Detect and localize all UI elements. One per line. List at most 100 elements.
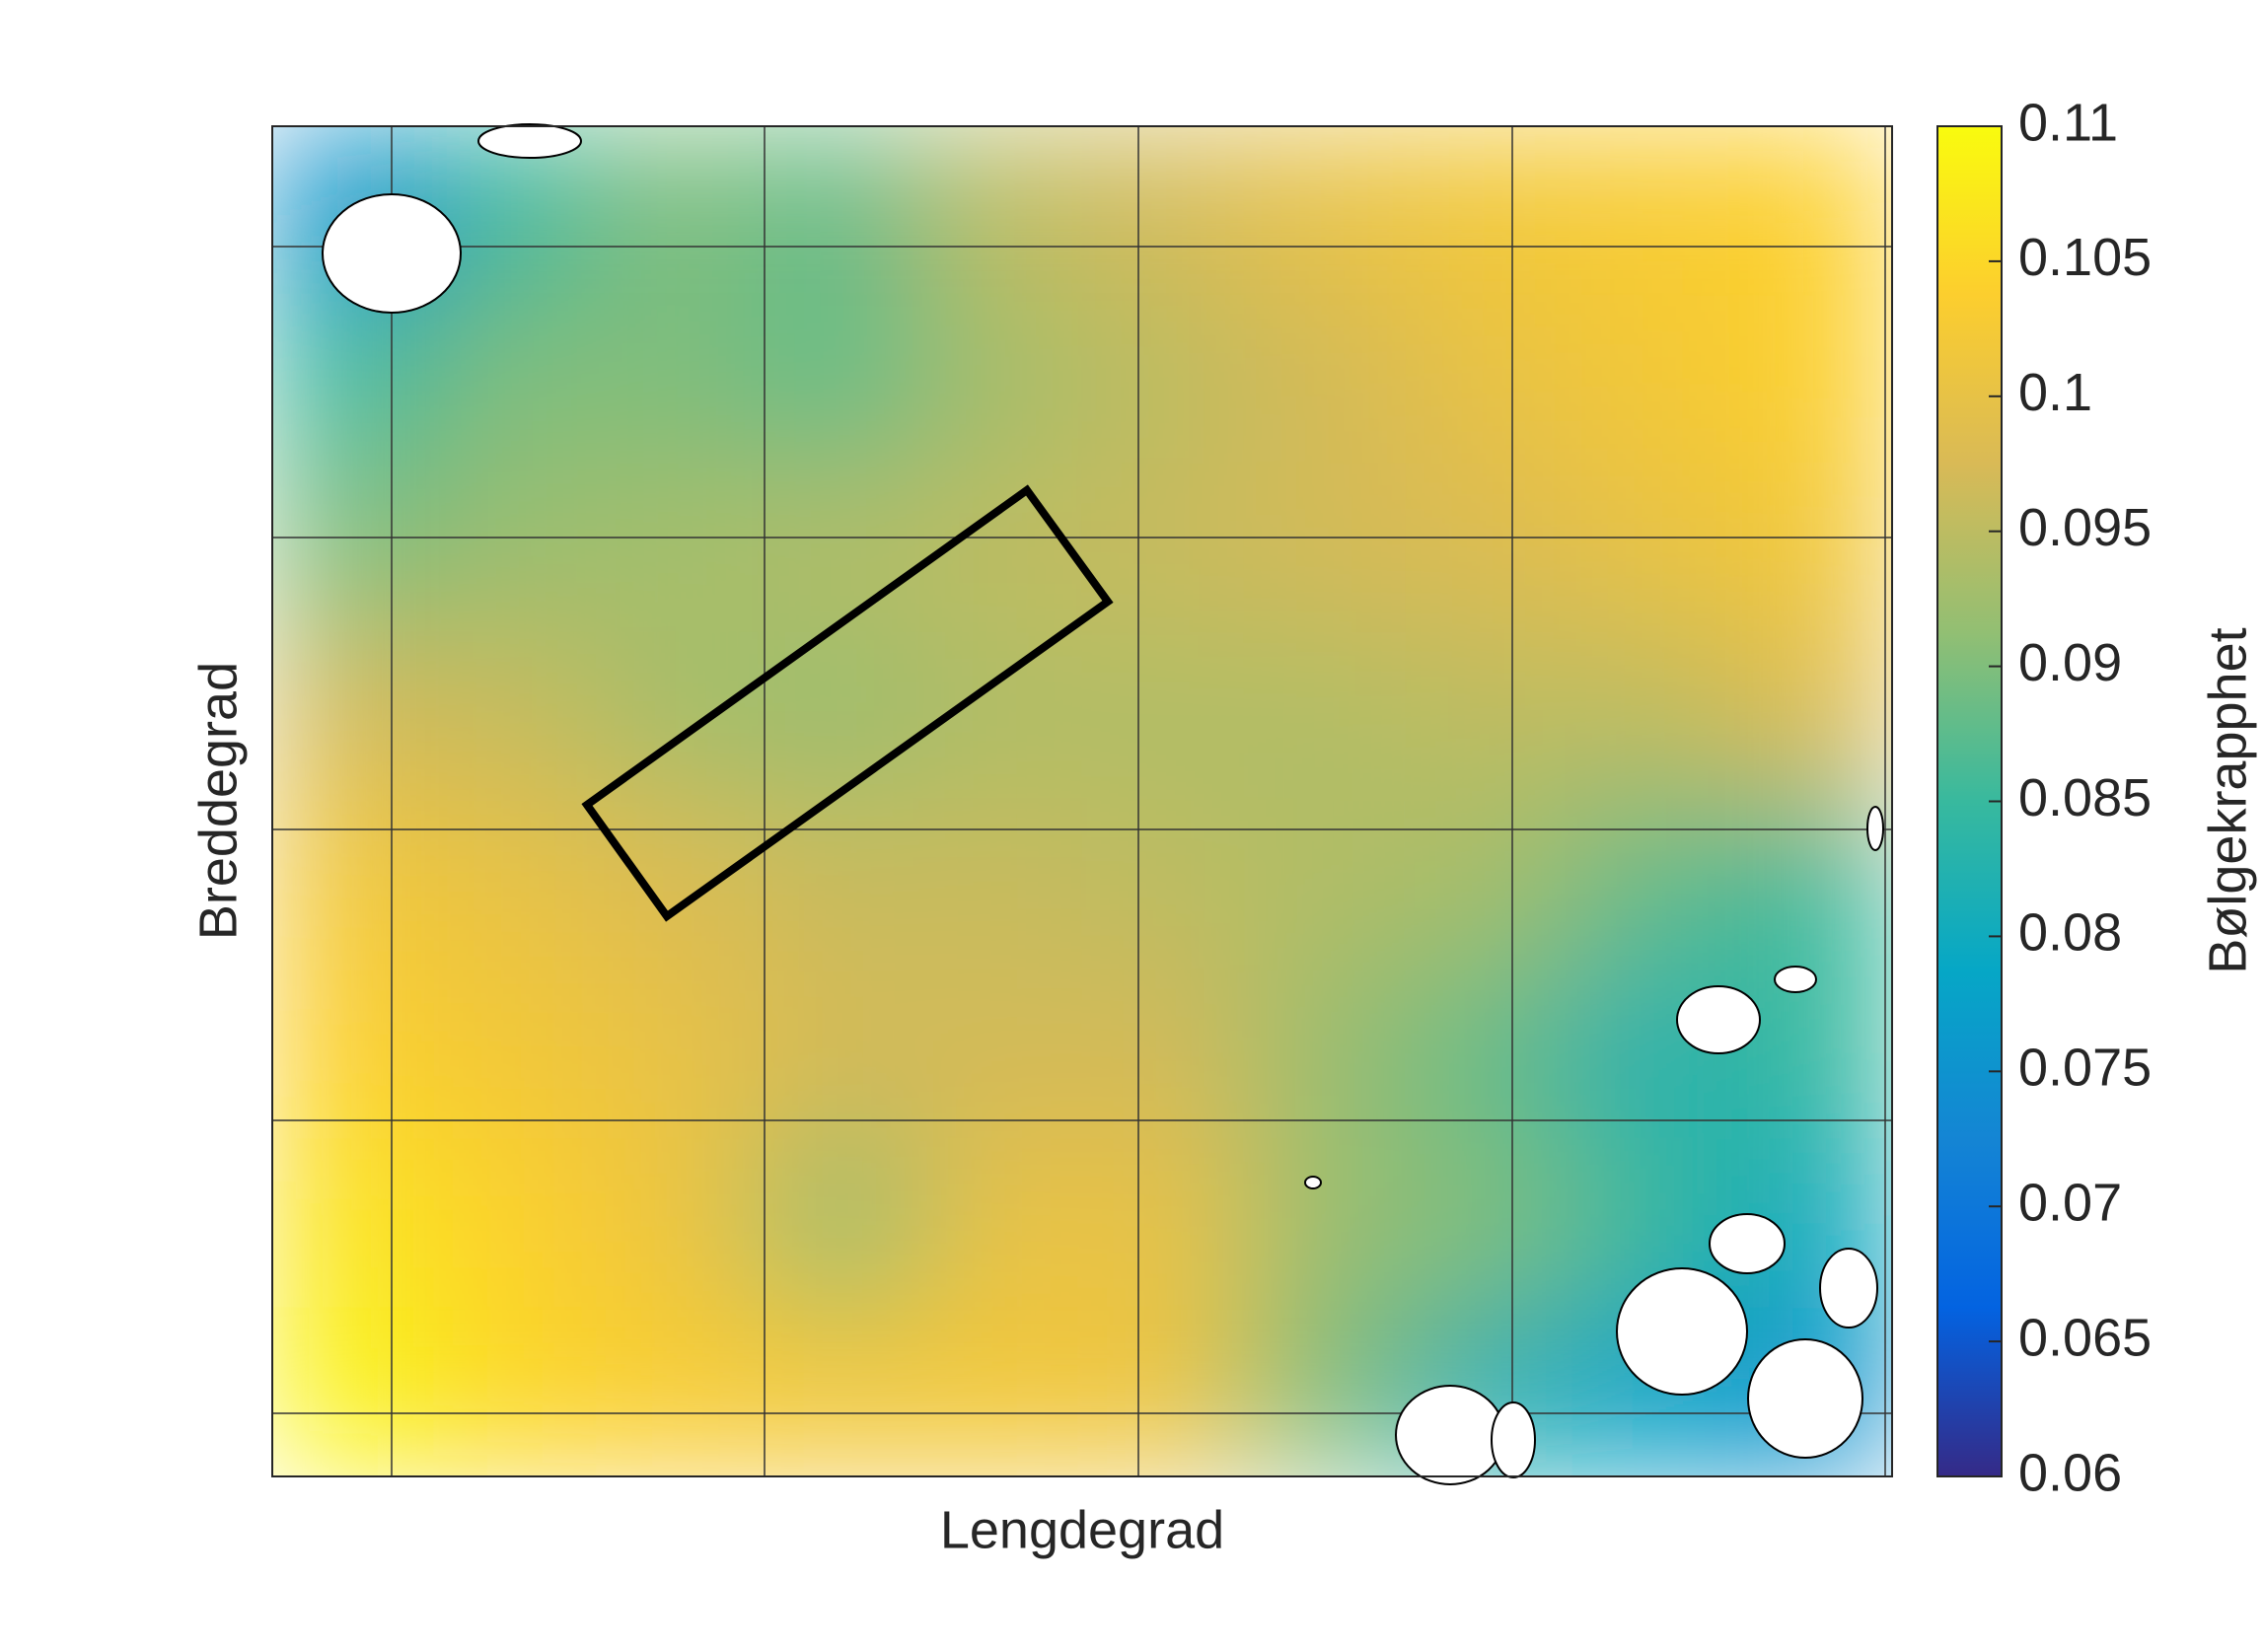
heatmap-cell (758, 801, 921, 971)
heatmap-cell (1243, 1307, 1407, 1476)
island (1819, 1248, 1878, 1329)
heatmap-cell (1405, 294, 1570, 465)
island (477, 123, 582, 159)
heatmap-cell (595, 126, 760, 296)
heatmap (272, 126, 1892, 1476)
heatmap-cell (1081, 126, 1245, 296)
heatmap-cell (758, 1138, 921, 1309)
heatmap-cell (1405, 970, 1570, 1140)
heatmap-cell (758, 463, 921, 633)
heatmap-cell (1729, 463, 1892, 633)
heatmap-cell (1243, 463, 1407, 633)
heatmap-cell (595, 631, 760, 802)
heatmap-cell (1729, 294, 1892, 465)
heatmap-cell (595, 1307, 760, 1476)
field (272, 126, 1892, 1476)
heatmap-cell (272, 294, 435, 465)
heatmap-cell (272, 1138, 435, 1309)
heatmap-cell (595, 801, 760, 971)
heatmap-cell (433, 801, 597, 971)
island (1866, 806, 1884, 851)
heatmap-cell (595, 1138, 760, 1309)
heatmap-cell (1081, 970, 1245, 1140)
heatmap-cell (1243, 631, 1407, 802)
heatmap-cell (1405, 801, 1570, 971)
island (1709, 1213, 1786, 1274)
heatmap-cell (919, 126, 1083, 296)
heatmap-cell (919, 801, 1083, 971)
colorbar-tick-label: 0.1 (2018, 363, 2092, 422)
heatmap-cell (1729, 631, 1892, 802)
heatmap-cell (595, 294, 760, 465)
heatmap-cell (1081, 1138, 1245, 1309)
study-area-box (581, 484, 1114, 922)
heatmap-cell (433, 1307, 597, 1476)
colorbar-tick-label: 0.08 (2018, 903, 2122, 963)
grid (272, 126, 1892, 1476)
island (1774, 966, 1817, 993)
heatmap-cell (1405, 126, 1570, 296)
heatmap-cell (758, 970, 921, 1140)
heatmap-cell (595, 463, 760, 633)
island (322, 193, 462, 314)
heatmap-cell (595, 970, 760, 1140)
colorbar-tick-label: 0.075 (2018, 1039, 2152, 1098)
heatmap-cell (1243, 294, 1407, 465)
heatmap-cell (1243, 126, 1407, 296)
colorbar-tick-label: 0.06 (2018, 1443, 2122, 1502)
heatmap-cell (433, 463, 597, 633)
heatmap-cell (1081, 631, 1245, 802)
colorbar-label: Bølgekrapphet (2198, 627, 2257, 973)
colorbar-tick-label: 0.095 (2018, 498, 2152, 557)
colorbar-tick-label: 0.11 (2018, 93, 2118, 152)
heatmap-cell (758, 126, 921, 296)
heatmap-cell (272, 631, 435, 802)
colorbar-tick-label: 0.065 (2018, 1308, 2152, 1367)
heatmap-cell (1568, 294, 1731, 465)
heatmap-cell (919, 1307, 1083, 1476)
heatmap-cell (1081, 294, 1245, 465)
heatmap-cell (1405, 631, 1570, 802)
heatmap-cell (1568, 463, 1731, 633)
heatmap-cell (1568, 801, 1731, 971)
island (1747, 1338, 1863, 1459)
plot-frame (271, 125, 1893, 1477)
heatmap-cell (1081, 801, 1245, 971)
heatmap-cell (272, 1307, 435, 1476)
colorbar-tick-label: 0.07 (2018, 1173, 2122, 1232)
island (1616, 1267, 1748, 1396)
heatmap-cell (272, 463, 435, 633)
colorbar-tick-label: 0.09 (2018, 633, 2122, 692)
heatmap-cell (758, 1307, 921, 1476)
island (1395, 1385, 1505, 1485)
heatmap-cell (919, 1138, 1083, 1309)
heatmap-cell (1243, 1138, 1407, 1309)
heatmap-cell (1243, 970, 1407, 1140)
heatmap-cell (919, 970, 1083, 1140)
heatmap-cell (433, 970, 597, 1140)
heatmap-cell (1405, 463, 1570, 633)
islands (322, 123, 1884, 1485)
island (1676, 985, 1761, 1054)
heatmap-cell (758, 631, 921, 802)
heatmap-cell (1568, 126, 1731, 296)
colorbar-tick-label: 0.105 (2018, 228, 2152, 287)
heatmap-cell (272, 970, 435, 1140)
heatmap-cell (1243, 801, 1407, 971)
heatmap-cell (1081, 1307, 1245, 1476)
y-axis-label: Breddegrad (188, 662, 248, 940)
heatmap-cell (1729, 126, 1892, 296)
heatmap-cell (1405, 1138, 1570, 1309)
x-axis-label: Lengdegrad (940, 1500, 1224, 1559)
heatmap-cell (272, 801, 435, 971)
colorbar-tick-label: 0.085 (2018, 768, 2152, 827)
heatmap-cell (1729, 970, 1892, 1140)
heatmap-cell (919, 294, 1083, 465)
island (1304, 1176, 1322, 1189)
heatmap-cell (433, 1138, 597, 1309)
heatmap-cell (433, 631, 597, 802)
heatmap-cell (433, 294, 597, 465)
heatmap-cell (758, 294, 921, 465)
heatmap-cell (1568, 631, 1731, 802)
